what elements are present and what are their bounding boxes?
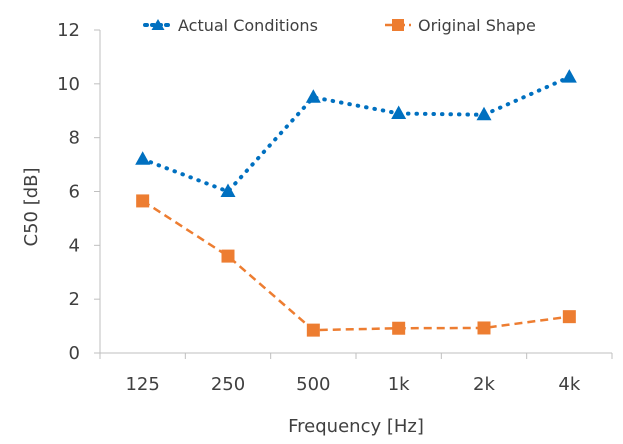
series-line-actual-conditions	[140, 75, 572, 194]
data-point-actual-conditions	[135, 151, 151, 165]
y-tick-label: 12	[57, 20, 80, 41]
y-tick-label: 10	[57, 74, 80, 95]
legend-label-actual-conditions: Actual Conditions	[178, 16, 318, 35]
data-point-actual-conditions	[476, 106, 492, 121]
x-tick-label: 2k	[473, 374, 495, 395]
x-ticks: 125 250 500 1k 2k 4k	[99, 353, 613, 395]
x-tick-label: 1k	[388, 374, 410, 395]
data-point-original-shape	[221, 249, 235, 263]
legend-marker-original-shape	[392, 19, 404, 31]
y-tick-label: 6	[69, 182, 80, 203]
y-tick-label: 4	[69, 235, 80, 256]
series-line-original-shape	[141, 199, 570, 332]
legend-label-original-shape: Original Shape	[418, 16, 536, 35]
y-tick-label: 2	[69, 289, 80, 310]
y-axis-title: C50 [dB]	[21, 167, 42, 246]
x-axis-title: Frequency [Hz]	[288, 416, 424, 437]
data-point-actual-conditions	[305, 89, 321, 103]
series-layer	[135, 69, 577, 337]
data-point-original-shape	[136, 194, 150, 208]
y-tick-label: 0	[69, 343, 80, 364]
data-point-original-shape	[562, 310, 576, 324]
x-tick-label: 125	[125, 374, 159, 395]
data-point-original-shape	[477, 321, 491, 335]
axes	[99, 30, 612, 354]
legend-marker-actual-conditions	[151, 19, 165, 30]
data-point-original-shape	[392, 321, 406, 335]
data-point-actual-conditions	[561, 69, 577, 83]
x-tick-label: 4k	[558, 374, 580, 395]
data-point-original-shape	[306, 323, 320, 337]
data-point-actual-conditions	[220, 183, 236, 197]
y-tick-label: 8	[69, 128, 80, 149]
legend: Actual Conditions Original Shape	[143, 16, 536, 35]
y-ticks: 0 2 4 6 8 10 12	[57, 20, 100, 364]
x-tick-label: 250	[211, 374, 245, 395]
data-point-actual-conditions	[391, 105, 407, 119]
x-tick-label: 500	[296, 374, 330, 395]
